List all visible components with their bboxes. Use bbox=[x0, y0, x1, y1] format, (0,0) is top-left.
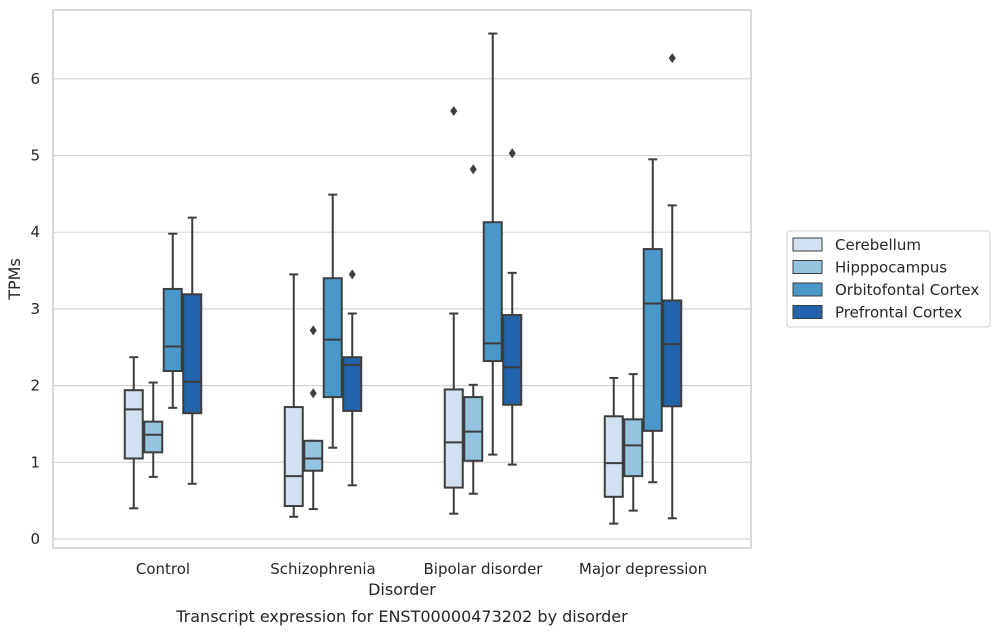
legend-swatch bbox=[792, 260, 823, 274]
plot-area bbox=[52, 9, 752, 549]
x-tick-label: Bipolar disorder bbox=[424, 560, 544, 578]
outlier-point bbox=[668, 53, 676, 64]
y-tick-label: 2 bbox=[30, 377, 40, 395]
box bbox=[502, 314, 523, 406]
x-axis-ticks: Control Schizophrenia Bipolar disorder Majo… bbox=[136, 560, 707, 578]
box bbox=[322, 277, 343, 399]
y-tick-label: 6 bbox=[30, 70, 40, 88]
legend-swatch bbox=[792, 282, 823, 297]
legend-label: Hipppocampus bbox=[835, 259, 947, 277]
y-axis-label: TPMs bbox=[5, 258, 24, 301]
x-tick-label: Major depression bbox=[579, 560, 707, 578]
outlier-point bbox=[309, 388, 317, 399]
box bbox=[642, 248, 663, 432]
legend-label: Cerebellum bbox=[835, 236, 921, 254]
box bbox=[283, 406, 304, 508]
box-series bbox=[123, 32, 683, 525]
box bbox=[482, 221, 503, 363]
box bbox=[162, 287, 183, 373]
y-tick-label: 1 bbox=[30, 453, 40, 471]
box bbox=[603, 415, 624, 498]
series-cerebellum bbox=[123, 106, 624, 525]
box bbox=[342, 356, 363, 412]
legend-swatch bbox=[792, 237, 823, 252]
y-tick-label: 4 bbox=[30, 223, 40, 241]
x-axis-label: Disorder bbox=[368, 580, 436, 599]
box bbox=[443, 388, 464, 489]
legend: Cerebellum Hipppocampus Orbitofontal Corte… bbox=[786, 230, 991, 328]
x-tick-label: Schizophrenia bbox=[270, 560, 375, 578]
y-tick-label: 5 bbox=[30, 147, 40, 165]
box bbox=[182, 293, 203, 415]
outlier-point bbox=[450, 106, 458, 117]
outlier-point bbox=[348, 269, 356, 280]
legend-label: Prefrontal Cortex bbox=[835, 304, 962, 322]
legend-label: Orbitofontal Cortex bbox=[835, 281, 979, 299]
chart-caption: Transcript expression for ENST0000047320… bbox=[175, 607, 628, 626]
box bbox=[123, 389, 144, 460]
series-hipppocampus bbox=[143, 164, 644, 512]
legend-swatch bbox=[792, 305, 823, 319]
series-prefrontal-cortex bbox=[182, 53, 683, 520]
box bbox=[143, 420, 164, 454]
box bbox=[623, 418, 644, 478]
box bbox=[463, 396, 484, 462]
outlier-point bbox=[309, 325, 317, 336]
y-axis-ticks: 0 1 2 3 4 5 6 bbox=[30, 70, 40, 548]
legend-frame bbox=[786, 230, 991, 328]
box bbox=[662, 299, 683, 408]
box bbox=[303, 439, 324, 472]
y-tick-label: 0 bbox=[30, 530, 40, 548]
y-tick-label: 3 bbox=[30, 300, 40, 318]
outlier-point bbox=[508, 148, 516, 159]
outlier-point bbox=[469, 164, 477, 175]
series-orbitofontal-cortex bbox=[162, 32, 663, 484]
x-tick-label: Control bbox=[136, 560, 190, 578]
